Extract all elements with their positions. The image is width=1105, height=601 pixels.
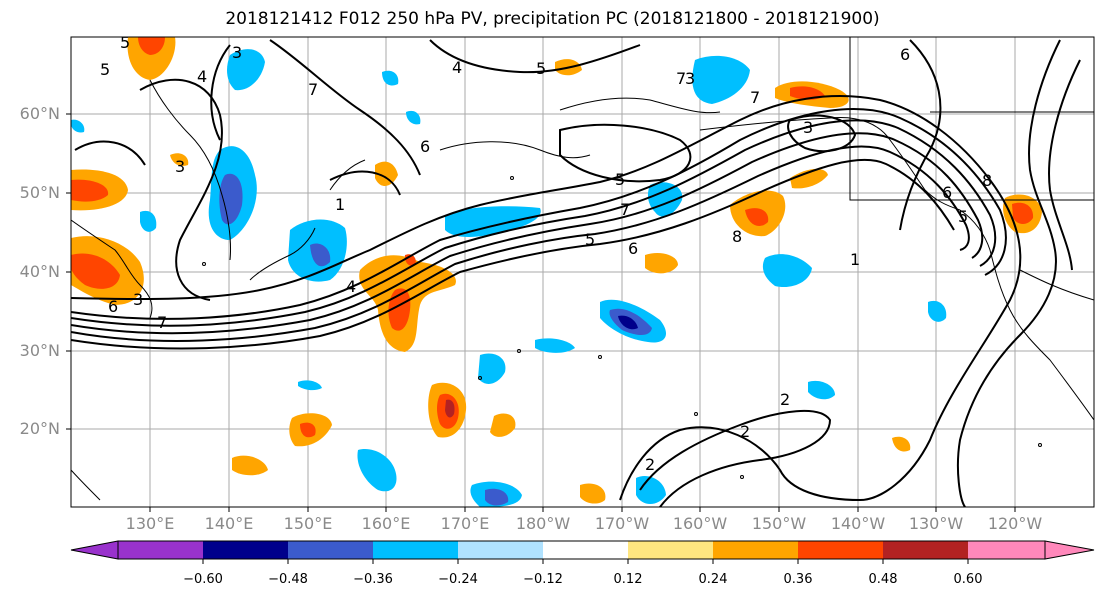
contour-label: 7 [308,80,318,99]
contour-label: 3 [133,290,143,309]
colorbar [70,540,1095,564]
colorbar-bin [798,541,883,559]
contour-label: 6 [420,137,430,156]
colorbar-tick-label: 0.12 [613,572,643,587]
contour-label: 6 [942,183,952,202]
contour-label: 7 [676,69,686,88]
contour-label: 8 [982,171,992,190]
contour-label: 3 [685,69,695,88]
colorbar-bin [118,541,203,559]
lat-label-60n: 60°N [19,104,60,123]
lon-label-130e: 130°E [125,514,175,533]
contour-label: 3 [175,157,185,176]
contour-label: 6 [900,45,910,64]
contour-label: 4 [197,67,207,86]
lon-label-150w: 150°W [751,514,807,533]
lon-label-160w: 160°W [672,514,728,533]
islands [202,176,1042,479]
contour-label: 3 [803,118,813,137]
coastlines [71,37,1094,501]
contour-label: 7 [157,313,167,332]
contour-label: 5 [615,170,625,189]
colorbar-bin [288,541,373,559]
contour-label: 5 [536,59,546,78]
contour-label: 8 [732,227,742,246]
colorbar-extend-high [1044,540,1095,560]
contour-label: 2 [780,390,790,409]
lon-label-140e: 140°E [204,514,254,533]
contour-label: 6 [628,239,638,258]
colorbar-extend-low [70,540,119,560]
lat-label-40n: 40°N [19,262,60,281]
colorbar-tick-label: −0.60 [183,572,223,587]
colorbar-frame [117,540,1046,560]
lon-label-140w: 140°W [830,514,886,533]
contour-label: 3 [232,43,242,62]
contour-label: 2 [740,422,750,441]
colorbar-tick-label: 0.48 [868,572,898,587]
contour-label: 7 [620,200,630,219]
colorbar-tick-label: 0.36 [783,572,813,587]
colorbar-bin [628,541,713,559]
colorbar-bin [968,541,1045,559]
colorbar-tick-label: 0.24 [698,572,728,587]
map-title: 2018121412 F012 250 hPa PV, precipitatio… [225,9,880,29]
contour-label: 5 [958,207,968,226]
colorbar-bin [543,541,628,559]
colorbar-bin [458,541,543,559]
contour-labels: 5 4 3 7 5 4 5 6 3 6 1 3 7 7 3 5 7 5 6 8 … [100,33,992,474]
contour-label: 4 [452,58,462,77]
tick-marks [66,113,1016,512]
lat-label-30n: 30°N [19,341,60,360]
contour-label: 6 [108,297,118,316]
lon-label-150e: 150°E [283,514,333,533]
contour-label: 5 [585,230,595,249]
colorbar-bin [373,541,458,559]
lon-label-160e: 160°E [361,514,411,533]
contour-label: 1 [335,195,345,214]
colorbar-tick-label: 0.60 [953,572,983,587]
colorbar-bin [883,541,968,559]
lon-label-180w: 180°W [515,514,571,533]
pv-contours [71,39,1081,507]
precip-shading [71,37,1042,507]
colorbar-bin [713,541,798,559]
lon-label-120w: 120°W [987,514,1043,533]
contour-label: 5 [120,33,130,52]
contour-label: 5 [100,60,110,79]
lat-label-50n: 50°N [19,183,60,202]
contour-label: 4 [346,277,356,296]
lat-label-20n: 20°N [19,419,60,438]
lon-label-170w: 170°W [594,514,650,533]
lon-label-170e: 170°E [440,514,490,533]
contour-label: 2 [645,455,655,474]
colorbar-bin [203,541,288,559]
colorbar-tick-label: −0.36 [353,572,393,587]
contour-label: 1 [850,250,860,269]
colorbar-tick-label: −0.12 [523,572,563,587]
lon-label-130w: 130°W [908,514,964,533]
contour-label: 7 [750,88,760,107]
colorbar-tick-label: −0.48 [268,572,308,587]
colorbar-tick-label: −0.24 [438,572,478,587]
